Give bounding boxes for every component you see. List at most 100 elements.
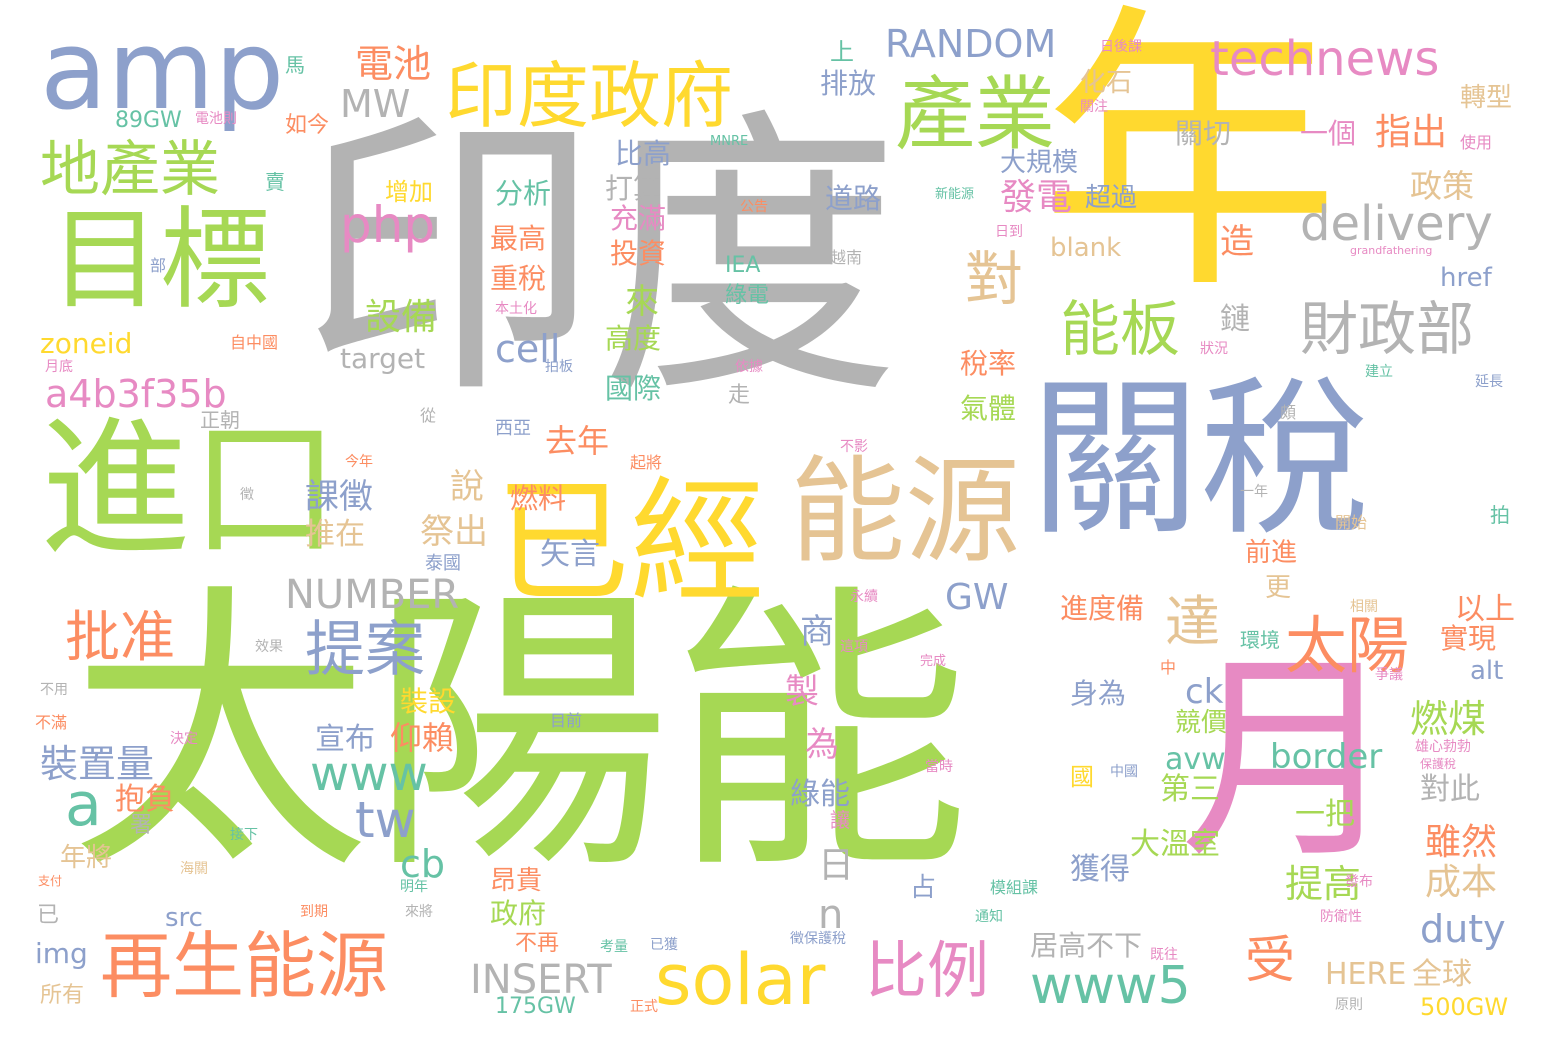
cloud-word: 賣 <box>265 170 285 194</box>
cloud-word: 製 <box>785 672 819 712</box>
cloud-word: 印度政府 <box>445 54 734 138</box>
cloud-word: avw <box>1165 742 1226 777</box>
cloud-word: 鏈 <box>1220 302 1250 337</box>
cloud-word: 爭議 <box>1375 667 1403 683</box>
cloud-word: 馬 <box>285 53 305 77</box>
cloud-word: 關切 <box>1175 117 1232 150</box>
cloud-word: 造 <box>1220 222 1254 262</box>
cloud-word: 明年 <box>400 879 428 895</box>
cloud-word: 建立 <box>1365 364 1393 380</box>
cloud-word: 祭出 <box>420 512 488 552</box>
cloud-word: 開始 <box>1335 513 1368 532</box>
cloud-word: 對 <box>965 245 1024 313</box>
cloud-word: 日到 <box>995 224 1023 240</box>
cloud-word: MNRE <box>710 134 749 149</box>
cloud-word: 一把 <box>1295 797 1355 832</box>
cloud-word: 已 <box>37 903 60 928</box>
cloud-word: 延長 <box>1475 374 1503 390</box>
cloud-word: RANDOM <box>885 22 1057 66</box>
cloud-word: 說 <box>450 467 484 507</box>
cloud-word: 不用 <box>40 682 68 698</box>
cloud-word: 前進 <box>1245 538 1298 568</box>
cloud-word: MW <box>340 82 411 126</box>
cloud-word: 來 <box>625 282 659 322</box>
cloud-word: 原則 <box>1335 997 1363 1013</box>
cloud-word: 正朝 <box>200 408 240 432</box>
cloud-word: 成本 <box>1425 862 1498 903</box>
cloud-word: 打算 <box>605 172 662 205</box>
cloud-word: 保護稅 <box>1420 757 1457 771</box>
cloud-word: 分析 <box>495 177 552 210</box>
cloud-word: 接下 <box>230 827 258 843</box>
cloud-word: 燃煤 <box>1410 697 1487 741</box>
cloud-word: target <box>340 342 426 375</box>
cloud-word: 發布 <box>1345 874 1373 890</box>
cloud-word: 大溫室 <box>1130 827 1220 862</box>
cloud-word: 仰賴 <box>390 719 455 757</box>
cloud-word: 175GW <box>495 994 576 1019</box>
cloud-word: border <box>1270 737 1383 777</box>
cloud-word: php <box>340 196 436 254</box>
cloud-word: 使用 <box>1460 133 1493 152</box>
cloud-word: 電池則 <box>195 111 237 127</box>
cloud-word: 一年 <box>1240 484 1268 500</box>
cloud-word: amp <box>40 6 285 134</box>
cloud-word: 推在 <box>305 517 365 552</box>
cloud-word: tw <box>355 791 416 849</box>
cloud-word: 道路 <box>825 182 882 215</box>
cloud-word: NUMBER <box>285 572 460 618</box>
cloud-word: 高度 <box>605 322 662 355</box>
cloud-word: 新能源 <box>935 187 975 202</box>
cloud-word: 模組課 <box>990 878 1039 897</box>
cloud-word: 太陽能 <box>70 560 970 909</box>
cloud-word: ck <box>1185 672 1224 712</box>
cloud-word: solar <box>655 939 826 1021</box>
cloud-word: 燃料 <box>510 482 567 515</box>
cloud-word: 目標 <box>50 196 270 324</box>
cloud-word: 實現 <box>1440 622 1497 655</box>
cloud-word: 拍 <box>1490 503 1510 527</box>
cloud-word: 支付 <box>38 874 63 888</box>
cloud-word: zoneid <box>40 327 133 360</box>
cloud-word: 化石 <box>1080 68 1133 98</box>
cloud-word: IEA <box>725 253 761 278</box>
cloud-word: 矢言 <box>540 537 600 572</box>
cloud-word: 決定 <box>170 731 198 747</box>
cloud-word: 這項 <box>840 639 868 655</box>
cloud-word: 居高不下 <box>1030 929 1143 962</box>
cloud-word: blank <box>1050 233 1122 263</box>
cloud-word: 關注 <box>1080 99 1108 115</box>
cloud-word: 進口 <box>40 403 341 577</box>
cloud-word: 月 <box>1180 632 1401 888</box>
cloud-word: 防衛性 <box>1320 909 1362 925</box>
cloud-word: img <box>35 937 88 970</box>
cloud-word: 日後課 <box>1100 39 1142 55</box>
cloud-word: 雄心勃勃 <box>1415 739 1471 755</box>
cloud-word: 環境 <box>1240 628 1280 652</box>
cloud-word: 關稅 <box>1030 361 1371 559</box>
cloud-word: 來將 <box>405 904 433 920</box>
cloud-word: 電池 <box>355 42 432 86</box>
cloud-word: 太陽 <box>1285 609 1410 682</box>
cloud-word: 公告 <box>740 199 768 215</box>
cloud-word: 中 <box>1160 658 1177 677</box>
cloud-word: 如今 <box>285 113 330 138</box>
cloud-word: a <box>65 770 102 840</box>
cloud-word: 指出 <box>1375 112 1448 153</box>
cloud-word: 起將 <box>630 453 663 472</box>
cloud-word: 到期 <box>300 904 328 920</box>
cloud-word: 雖然 <box>1425 822 1498 863</box>
cloud-word: 走 <box>728 383 751 408</box>
cloud-word: 年 <box>1040 0 1340 329</box>
cloud-word: 比高 <box>615 137 672 170</box>
cloud-word: 永續 <box>850 589 878 605</box>
cloud-word: 狀況 <box>1200 341 1228 357</box>
cloud-word: 地產業 <box>40 135 220 205</box>
cloud-word: 重稅 <box>490 262 547 295</box>
cloud-word: 當時 <box>925 759 953 775</box>
cloud-word: 獲得 <box>1070 852 1130 887</box>
cloud-word: 一個 <box>1300 117 1357 150</box>
cloud-word: www <box>310 746 428 802</box>
cloud-word: 500GW <box>1420 993 1509 1021</box>
